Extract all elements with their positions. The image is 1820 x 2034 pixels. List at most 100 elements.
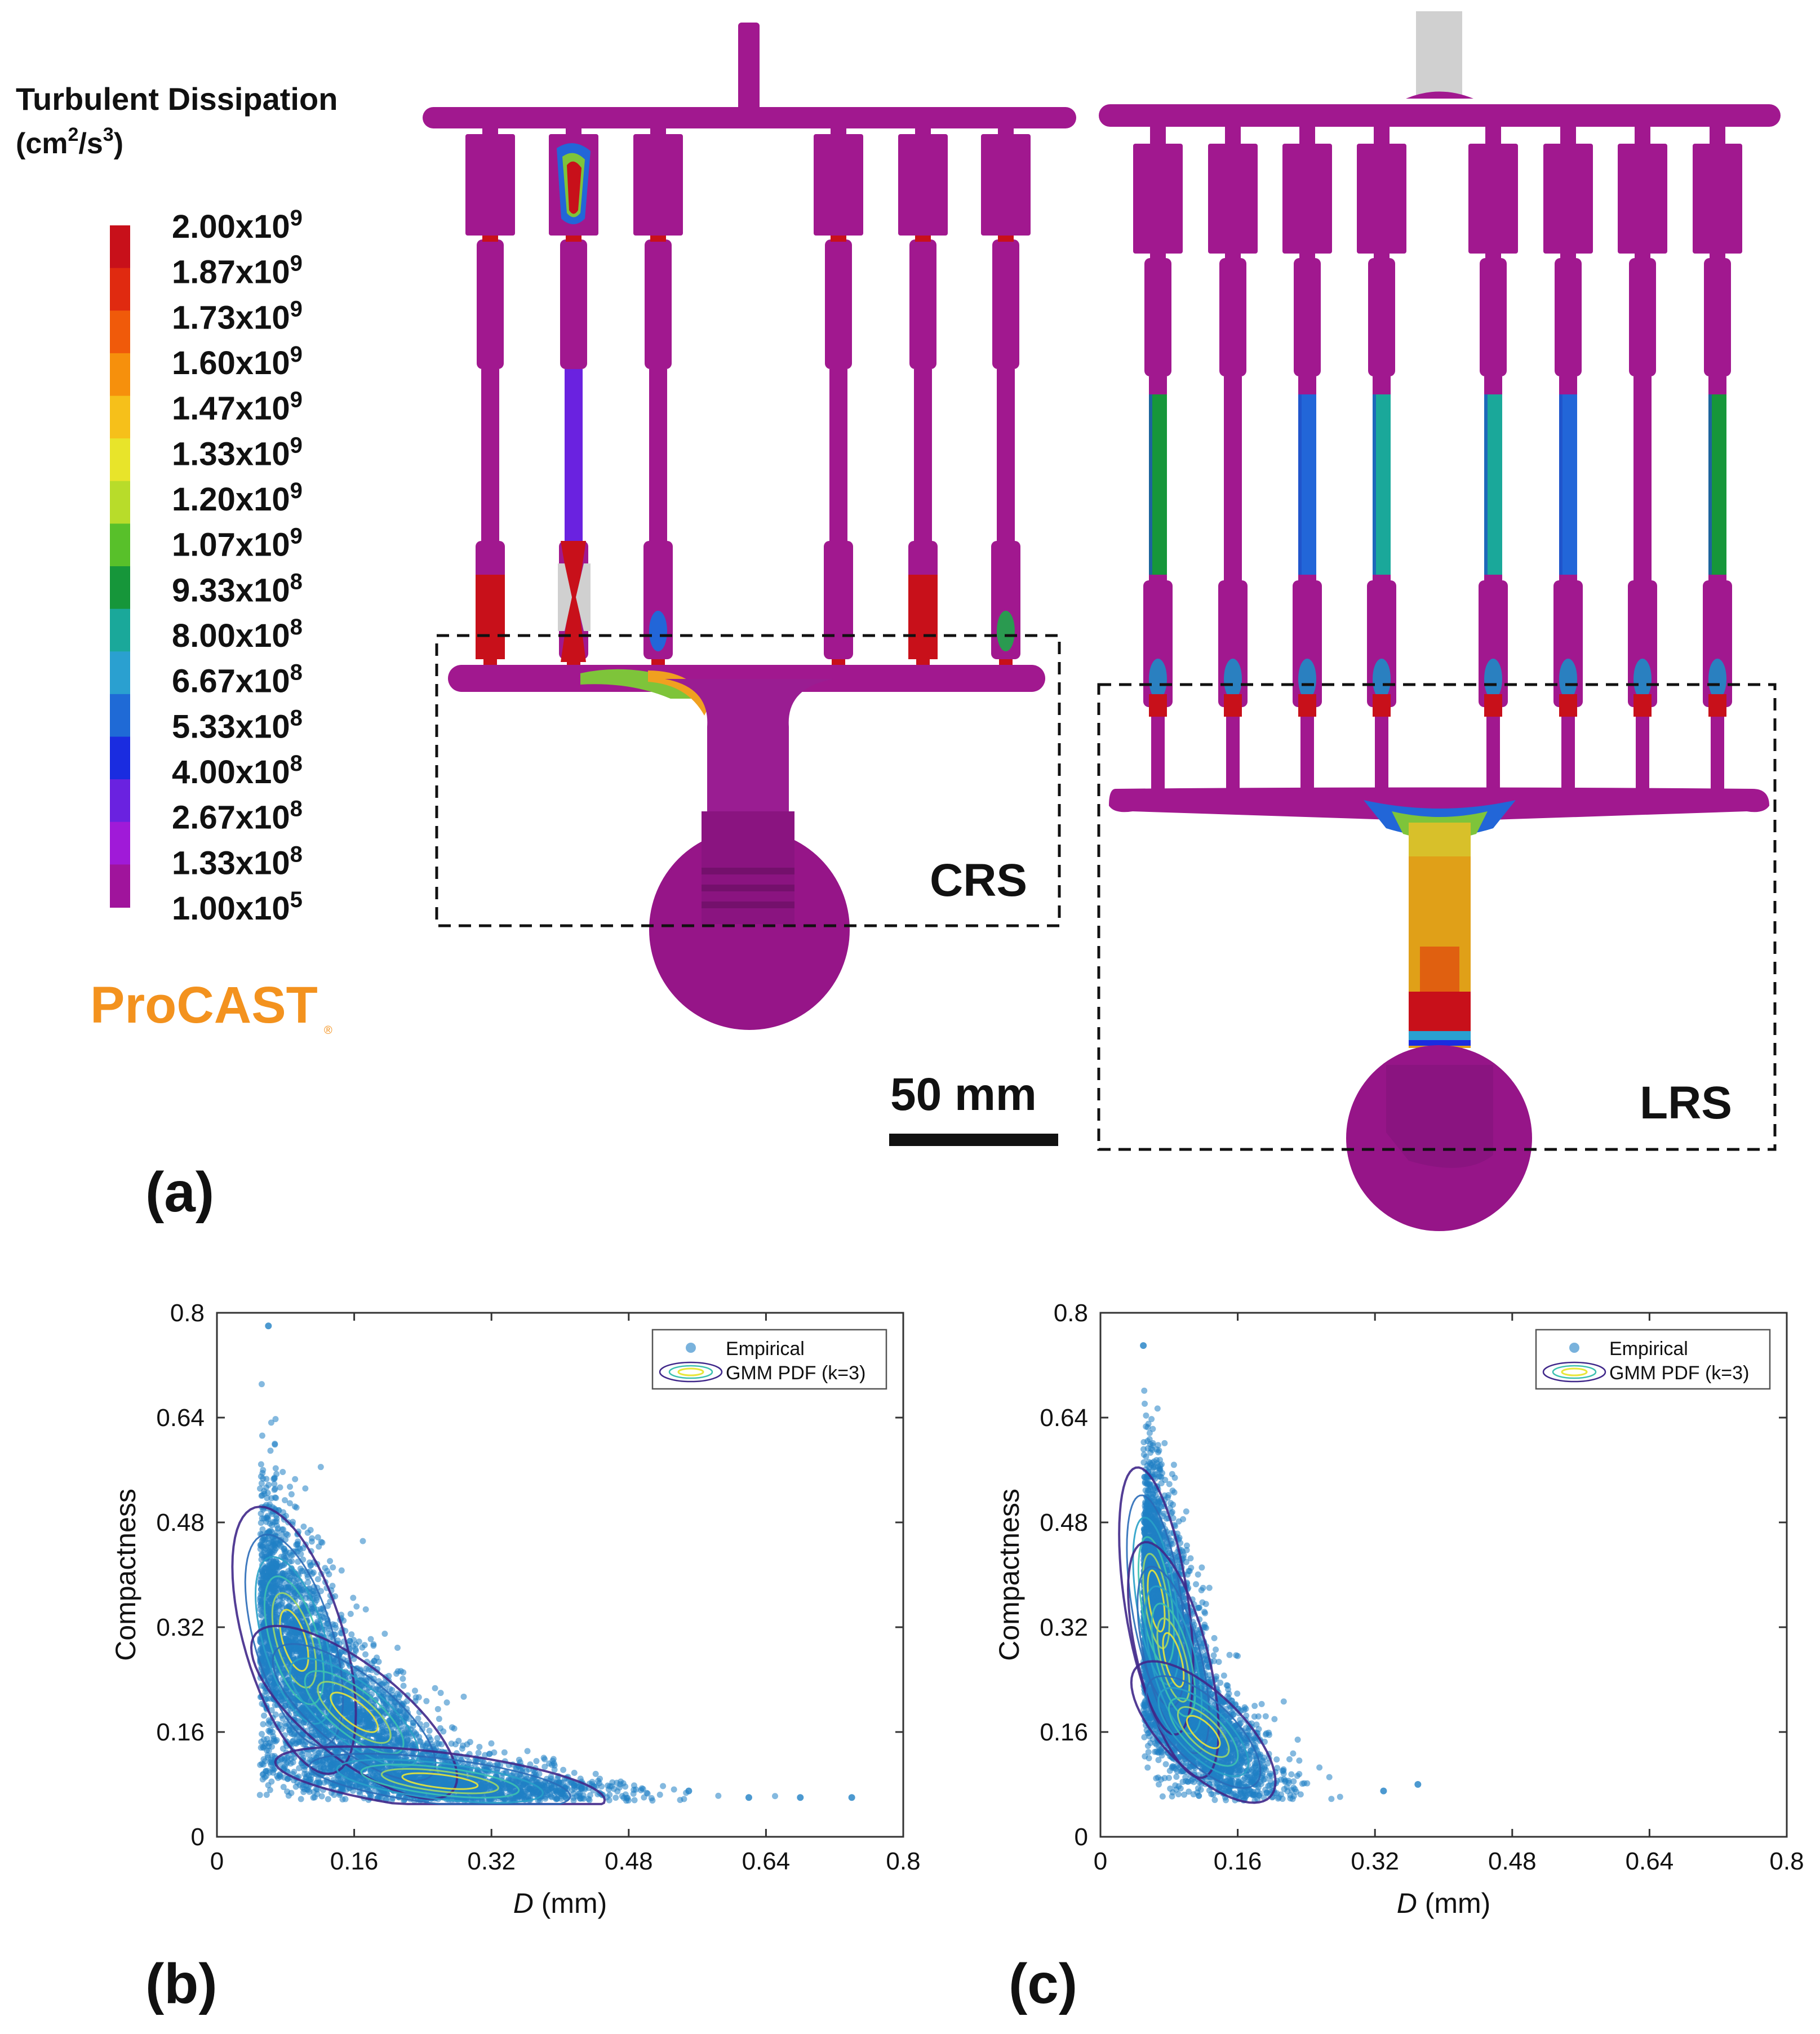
empirical-point [259, 1552, 265, 1558]
x-tick-label: 0.48 [605, 1848, 653, 1875]
tube-middle [914, 369, 932, 541]
tube-upper [909, 239, 936, 369]
empirical-point [488, 1740, 495, 1747]
empirical-point [396, 1691, 403, 1698]
empirical-point [578, 1786, 585, 1793]
tube-upper [1144, 258, 1171, 376]
tube-upper [1704, 258, 1731, 376]
empirical-point [267, 1614, 273, 1620]
empirical-point [656, 1791, 663, 1798]
empirical-point [337, 1629, 344, 1636]
empirical-point [432, 1685, 438, 1691]
empirical-point [368, 1704, 375, 1711]
empirical-point [319, 1757, 326, 1764]
empirical-point [571, 1769, 578, 1776]
x-tick-label: 0.16 [330, 1848, 379, 1875]
colorbar-swatch [110, 694, 130, 738]
tube-lower [824, 541, 853, 659]
colorbar [110, 225, 130, 908]
empirical-point [383, 1731, 390, 1738]
empirical-point [298, 1551, 304, 1557]
empirical-point [268, 1419, 274, 1426]
empirical-point [643, 1789, 650, 1796]
empirical-point [310, 1794, 317, 1801]
tube-upper [645, 239, 672, 369]
empirical-point [272, 1486, 278, 1493]
y-tick-label: 0.16 [156, 1718, 205, 1746]
empirical-point [323, 1620, 330, 1627]
empirical-point [258, 1461, 264, 1468]
empirical-point [265, 1727, 272, 1734]
crs-bulb [649, 829, 850, 1030]
tube-middle [997, 369, 1015, 541]
tube-head [1282, 144, 1332, 254]
colorbar-swatch [110, 353, 130, 397]
empirical-point [270, 1476, 277, 1482]
lrs-tubes [1133, 125, 1742, 792]
tube-head [814, 134, 863, 236]
colorbar-swatch [110, 310, 130, 354]
empirical-point [267, 1787, 273, 1793]
empirical-point [270, 1733, 277, 1740]
colorbar-tick-label: 5.33x108 [172, 705, 303, 745]
empirical-point [280, 1526, 287, 1533]
empirical-point [614, 1788, 621, 1795]
empirical-point [259, 1731, 265, 1738]
x-tick-label: 0.32 [467, 1848, 516, 1875]
empirical-point [322, 1644, 329, 1651]
empirical-point [516, 1756, 522, 1763]
empirical-point [330, 1564, 336, 1571]
empirical-point [280, 1784, 287, 1791]
empirical-point [486, 1751, 492, 1757]
empirical-point [265, 1481, 272, 1488]
empirical-point [606, 1797, 612, 1804]
empirical-point [267, 1759, 274, 1766]
empirical-point [267, 1718, 273, 1725]
colorbar-tick-label: 1.00x105 [172, 887, 303, 927]
empirical-point [501, 1785, 508, 1792]
tube-head [1543, 144, 1593, 254]
empirical-point [501, 1749, 508, 1756]
empirical-point [260, 1721, 267, 1727]
empirical-point [263, 1476, 270, 1482]
crs-top-runner [423, 107, 1076, 128]
empirical-point [330, 1761, 336, 1768]
empirical-point [273, 1515, 280, 1522]
empirical-point [314, 1761, 321, 1768]
empirical-point [400, 1682, 407, 1689]
empirical-point [318, 1588, 325, 1595]
colorbar-swatch [110, 268, 130, 312]
empirical-point [285, 1603, 292, 1610]
empirical-point [307, 1776, 313, 1783]
empirical-point [265, 1540, 272, 1547]
scatter-points [231, 1322, 855, 1805]
empirical-point [415, 1715, 421, 1722]
empirical-point [272, 1465, 279, 1472]
empirical-point [560, 1766, 567, 1773]
empirical-point [441, 1780, 447, 1787]
empirical-point [268, 1495, 275, 1502]
empirical-point [411, 1687, 418, 1694]
empirical-point [281, 1570, 288, 1577]
empirical-point [478, 1780, 485, 1787]
empirical-point [434, 1706, 441, 1712]
empirical-point [622, 1783, 629, 1790]
tube-middle [565, 369, 583, 541]
empirical-point [268, 1707, 275, 1713]
tube-upper [1368, 258, 1395, 376]
empirical-point [306, 1788, 313, 1795]
crs-label: CRS [930, 855, 1027, 906]
empirical-point [587, 1792, 593, 1798]
empirical-point [300, 1523, 307, 1530]
empirical-point [283, 1530, 290, 1537]
colorbar-tick-labels: 2.00x1091.87x1091.73x1091.60x1091.47x109… [172, 206, 303, 927]
colorbar-tick-label: 1.07x109 [172, 524, 303, 563]
empirical-point [259, 1543, 266, 1550]
panel-a-label: (a) [145, 1161, 214, 1224]
empirical-point [526, 1786, 533, 1792]
x-tick-label: 0 [210, 1848, 224, 1875]
empirical-point [622, 1791, 629, 1798]
empirical-point [625, 1797, 632, 1804]
empirical-point [259, 1613, 265, 1619]
crs-top-sprue [738, 23, 760, 113]
